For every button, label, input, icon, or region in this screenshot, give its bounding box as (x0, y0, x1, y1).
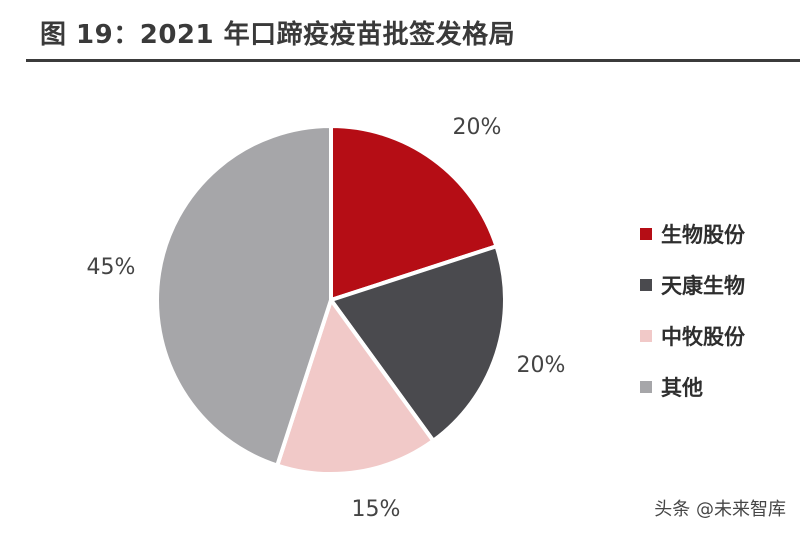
legend-label: 天康生物 (661, 273, 745, 298)
legend-item: 生物股份 (640, 208, 745, 259)
legend-label: 中牧股份 (661, 324, 745, 349)
chart-title: 图 19：2021 年口蹄疫疫苗批签发格局 (40, 20, 516, 50)
legend-swatch (640, 380, 652, 393)
pie-slice (329, 244, 507, 443)
pie-value-label: 15% (352, 497, 401, 522)
legend-swatch (640, 227, 652, 240)
legend-swatch (640, 278, 652, 291)
pie-slice (329, 124, 499, 302)
legend: 生物股份 天康生物 中牧股份 其他 (640, 208, 745, 412)
pie-value-label: 45% (87, 255, 136, 280)
legend-item: 其他 (640, 361, 745, 412)
title-underline (26, 59, 800, 62)
pie-value-label: 20% (517, 353, 566, 378)
pie-slices (155, 124, 507, 476)
pie-value-labels: 20% 20% 15% 45% (87, 115, 566, 522)
watermark: 头条 @未来智库 (654, 499, 786, 520)
legend-swatch (640, 329, 652, 342)
pie-value-label: 20% (453, 115, 502, 140)
legend-item: 天康生物 (640, 259, 745, 310)
pie-slice (155, 124, 333, 468)
pie-slice (275, 298, 436, 476)
legend-item: 中牧股份 (640, 310, 745, 361)
legend-label: 生物股份 (661, 222, 745, 247)
legend-label: 其他 (661, 375, 703, 400)
